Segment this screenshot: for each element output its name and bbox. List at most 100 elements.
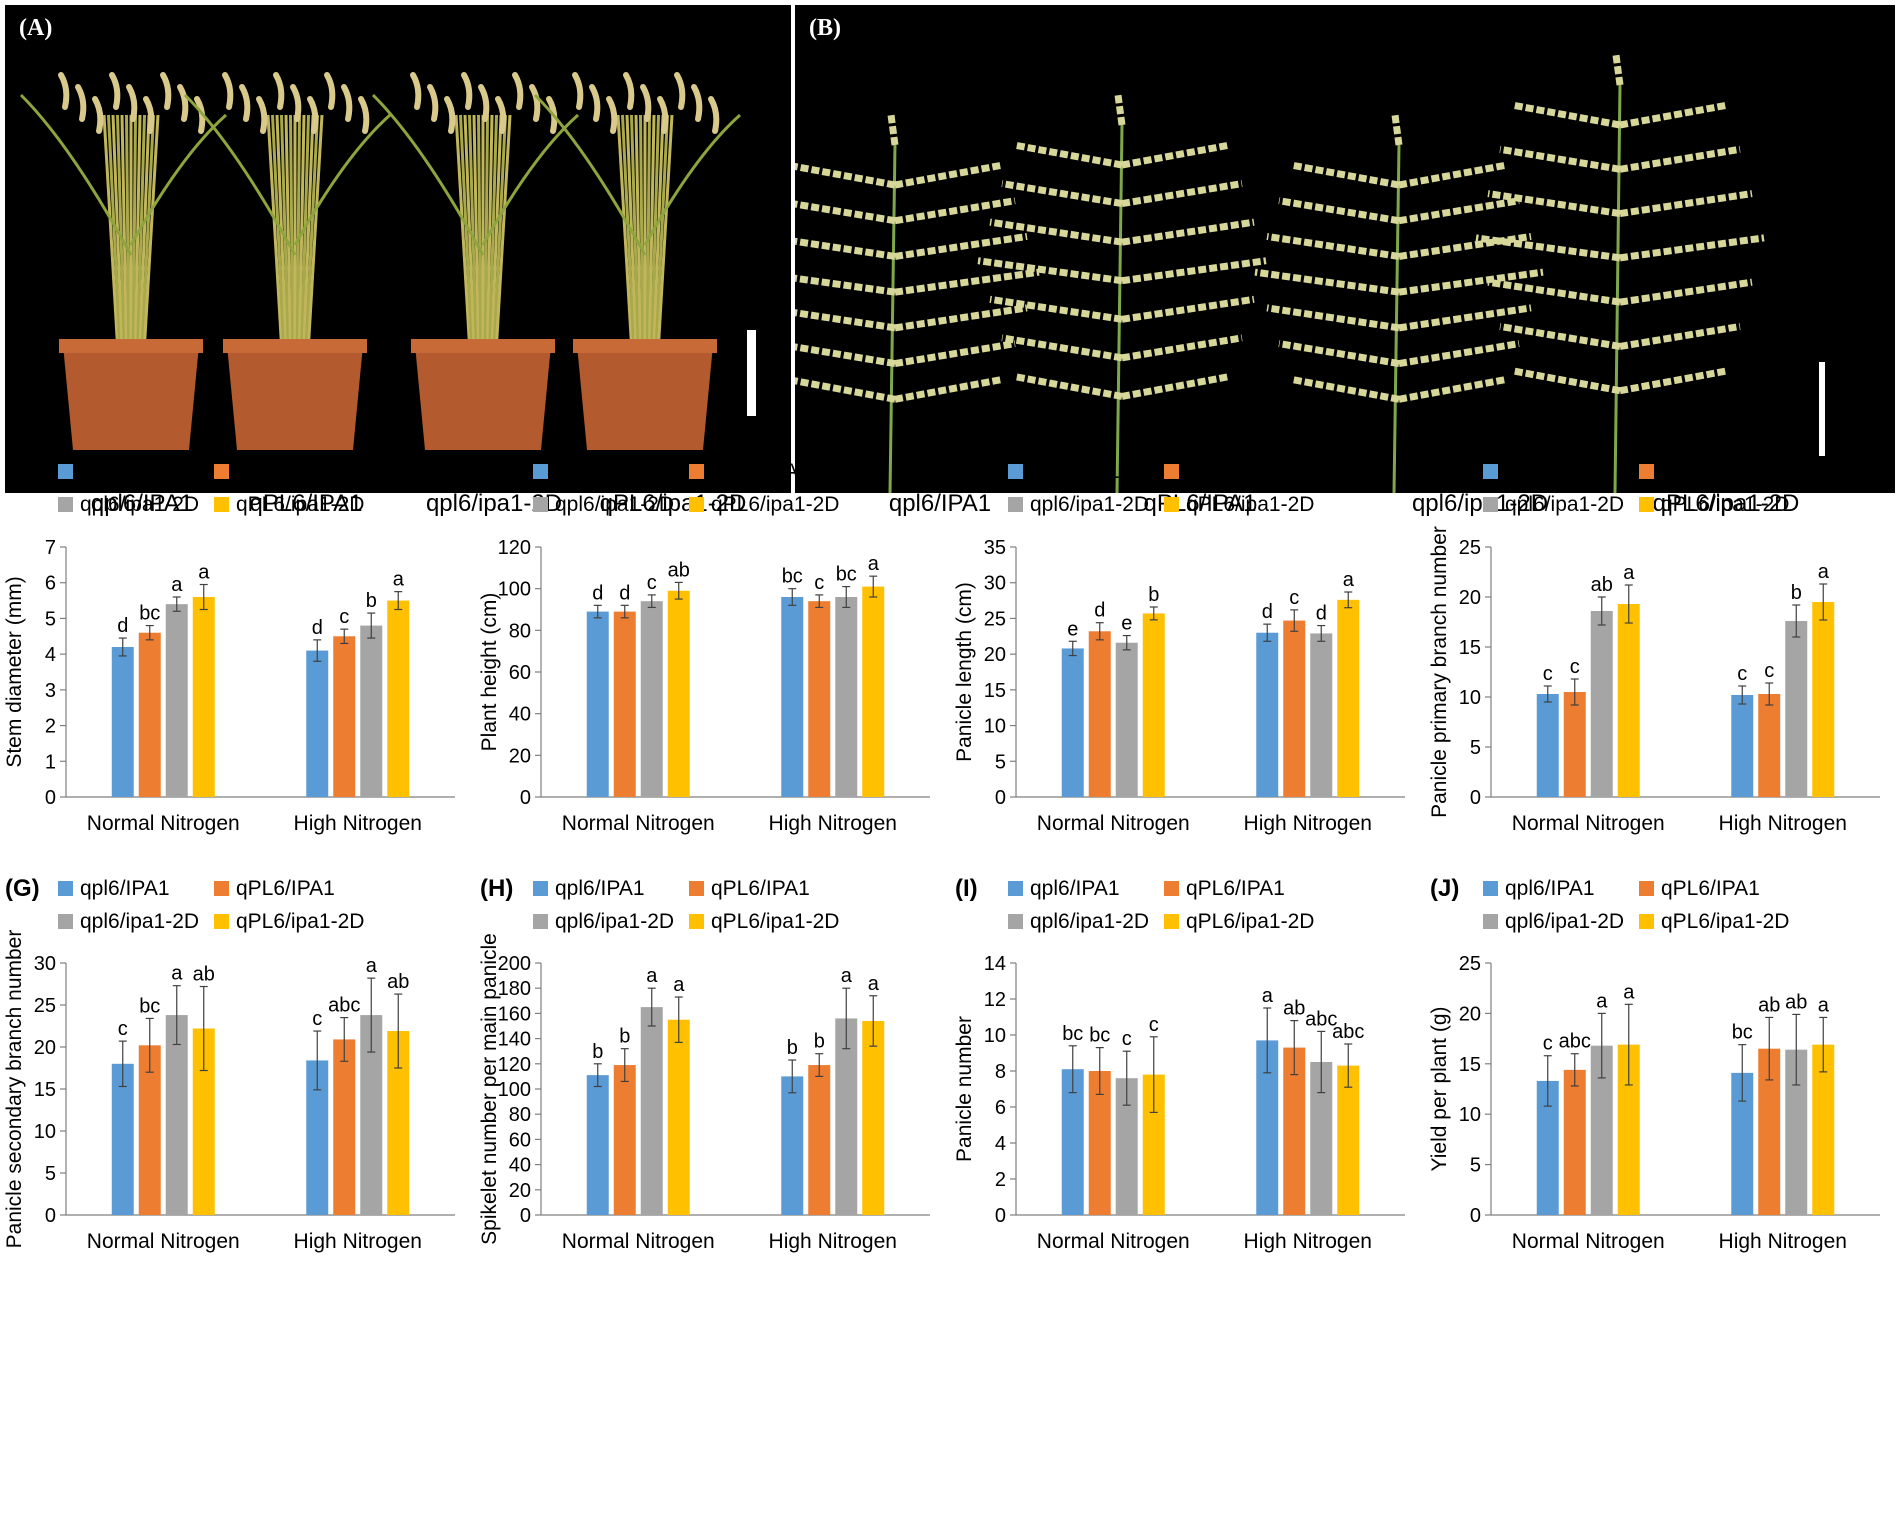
legend-swatch-qpl6-ipa1-2d [1639,914,1654,929]
legend-swatch-qpl6-ipa1 [533,464,548,479]
y-tick-label: 80 [509,620,531,642]
error-bar [340,628,349,645]
legend-swatch-qpl6-ipa1-2d [689,497,704,512]
flower-pot [227,345,363,450]
bar-qpl6-ipa1-high-nitrogen [333,636,356,797]
error-bar [145,1017,154,1073]
legend-swatch-qpl6-ipa1-2d [58,914,73,929]
bar-qpl6-ipa1-high-nitrogen [808,601,831,797]
x-category-label: High Nitrogen [1244,812,1372,835]
y-tick-label: 40 [509,1155,531,1177]
bar-qpl6-ipa1-normal-nitrogen [138,1045,161,1215]
y-tick-label: 4 [995,1133,1006,1155]
bar-qpl6-ipa1-normal-nitrogen [1563,1069,1586,1215]
error-bar [1765,1016,1774,1081]
bar-qpl6-ipa1-high-nitrogen [1256,1040,1279,1215]
significance-letter: d [592,582,603,604]
significance-letter: a [393,569,405,591]
x-category-label: Normal Nitrogen [1037,1230,1190,1253]
panel-label: (C) [5,458,38,485]
error-bar [674,581,683,600]
bar-qpl6-ipa1-2d-normal-nitrogen [1115,1078,1138,1215]
rice-plant-3 [371,72,579,450]
legend-label-qpl6-ipa1-2d: qpl6/ipa1-2D [1505,493,1624,516]
legend-swatch-qpl6-ipa1-2d [533,914,548,929]
legend-label-qpl6-ipa1: qpl6/IPA1 [1505,460,1595,483]
y-tick-label: 3 [45,680,56,702]
significance-letter: c [1289,587,1299,609]
flower-pot [415,345,551,450]
significance-letter: b [619,1026,630,1048]
error-bar [842,585,851,609]
legend-swatch-qpl6-ipa1-2d [214,914,229,929]
bar-qpl6-ipa1-normal-nitrogen [1061,648,1084,797]
y-tick-label: 5 [1470,737,1481,759]
legend-swatch-qpl6-ipa1-2d [1483,914,1498,929]
legend-swatch-qpl6-ipa1-2d [1164,914,1179,929]
error-bar [1624,1003,1633,1086]
bar-qpl6-ipa1-normal-nitrogen [1536,694,1559,797]
legend-label-qpl6-ipa1: qpl6/IPA1 [1505,877,1595,900]
significance-letter: a [1623,981,1635,1003]
significance-letter: ab [193,964,215,986]
significance-letter: a [1343,569,1355,591]
bar-qpl6-ipa1-2d-normal-nitrogen [192,597,215,797]
significance-letter: bc [1062,1023,1083,1045]
legend-label-qpl6-ipa1-2d: qpl6/ipa1-2D [80,910,199,933]
error-bar [1543,1055,1552,1107]
significance-letter: a [198,562,210,584]
bar-qpl6-ipa1-high-nitrogen [808,1065,831,1215]
significance-letter: bc [836,564,857,586]
y-tick-label: 0 [995,787,1006,809]
legend-swatch-qpl6-ipa1 [1008,464,1023,479]
x-category-label: Normal Nitrogen [562,1230,715,1253]
significance-letter: a [1596,990,1608,1012]
error-bar [199,985,208,1072]
y-tick-label: 4 [45,644,56,666]
photo-b-caption-3: qpl6/ipa1-2D [1411,490,1549,517]
significance-letter: bc [139,995,160,1017]
y-axis-label: Spikelet number per main panicle [478,933,501,1245]
significance-letter: bc [782,566,803,588]
y-tick-label: 0 [1470,1205,1481,1227]
flower-pot [63,345,199,450]
y-tick-label: 120 [498,1054,531,1076]
error-bar [647,987,656,1027]
bar-qpl6-ipa1-2d-normal-nitrogen [1115,642,1138,797]
significance-letter: d [1094,600,1105,622]
significance-letter: ab [1758,994,1780,1016]
error-bar [1068,640,1077,657]
y-tick-label: 20 [1459,1003,1481,1025]
significance-letter: bc [139,603,160,625]
bar-qpl6-ipa1-high-nitrogen [1731,695,1754,797]
y-tick-label: 10 [1459,1104,1481,1126]
photo-panel-b: (B) [795,5,1895,493]
y-tick-label: 6 [45,573,56,595]
legend-label-qpl6-ipa1-2d: qPL6/ipa1-2D [1661,910,1789,933]
y-tick-label: 7 [45,537,56,559]
bar-qpl6-ipa1-normal-nitrogen [613,611,636,797]
legend-swatch-qpl6-ipa1 [214,881,229,896]
panel-label: (E) [955,458,987,485]
bar-qpl6-ipa1-2d-high-nitrogen [1785,621,1808,797]
chart-yield-per-plant: (J) qpl6/IPA1 qPL6/IPA1 qpl6/ipa1-2D qPL6/ip… [1428,875,1880,1253]
bar-qpl6-ipa1-normal-nitrogen [1088,631,1111,797]
significance-letter: b [366,590,377,612]
error-bar [815,1053,824,1077]
bar-qpl6-ipa1-2d-normal-nitrogen [640,601,663,797]
x-category-label: Normal Nitrogen [87,1230,240,1253]
error-bar [593,604,602,619]
error-bar [199,583,208,611]
photo-b-caption-2: qPL6/IPA1 [1143,490,1257,517]
rice-plant-4 [533,72,741,450]
panel-label: (D) [480,458,513,485]
legend-label-qpl6-ipa1-2d: qpl6/ipa1-2D [1030,910,1149,933]
bar-qpl6-ipa1-high-nitrogen [333,1039,356,1215]
legend-label-qpl6-ipa1-2d: qPL6/ipa1-2D [711,910,839,933]
panel-label: (H) [480,875,513,902]
error-bar [1344,1043,1353,1088]
legend-swatch-qpl6-ipa1 [58,881,73,896]
error-bar [1317,624,1326,642]
bar-qpl6-ipa1-normal-nitrogen [586,611,609,797]
panicle-4 [1475,54,1765,493]
